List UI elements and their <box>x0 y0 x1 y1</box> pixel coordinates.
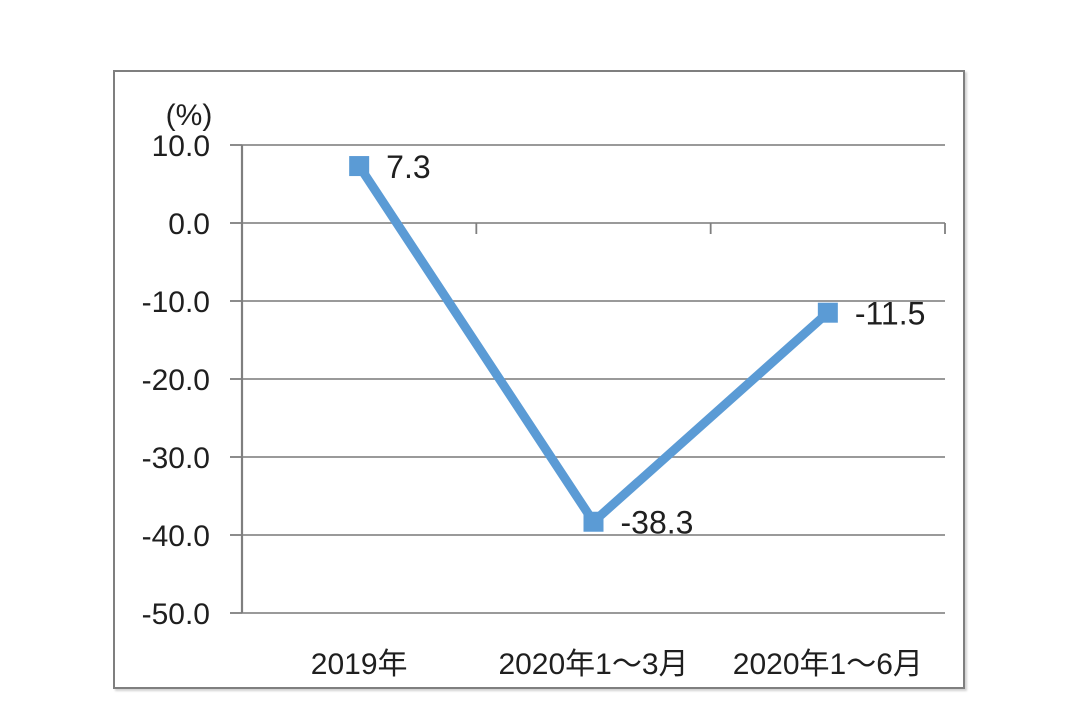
x-category-label: 2020年1～6月 <box>733 648 923 681</box>
y-axis-unit-label: (%) <box>166 99 213 132</box>
y-tick-label: -50.0 <box>142 598 210 631</box>
data-point-marker <box>817 302 838 323</box>
data-point-label: -38.3 <box>621 505 694 541</box>
chart-svg: 10.0 0.0 -10.0 -20.0 -30.0 -40.0 -50.0 7.3 -38.3… <box>142 99 946 681</box>
data-point-marker <box>583 511 604 532</box>
series-line <box>355 163 831 529</box>
data-point-label: -11.5 <box>855 296 926 332</box>
y-tick-label: -10.0 <box>142 286 210 319</box>
chart-frame: 10.0 0.0 -10.0 -20.0 -30.0 -40.0 -50.0 7.3 -38.3… <box>113 70 965 689</box>
y-tick-label: -30.0 <box>142 442 210 475</box>
y-tick-label: -20.0 <box>142 364 210 397</box>
data-point-label: 7.3 <box>386 149 430 185</box>
data-point-marker <box>349 156 370 177</box>
x-category-label: 2020年1～3月 <box>498 648 688 681</box>
y-tick-label: -40.0 <box>142 520 210 553</box>
x-category-label: 2019年 <box>311 648 408 681</box>
y-tick-label: 0.0 <box>168 208 210 241</box>
y-tick-label: 10.0 <box>152 130 210 163</box>
